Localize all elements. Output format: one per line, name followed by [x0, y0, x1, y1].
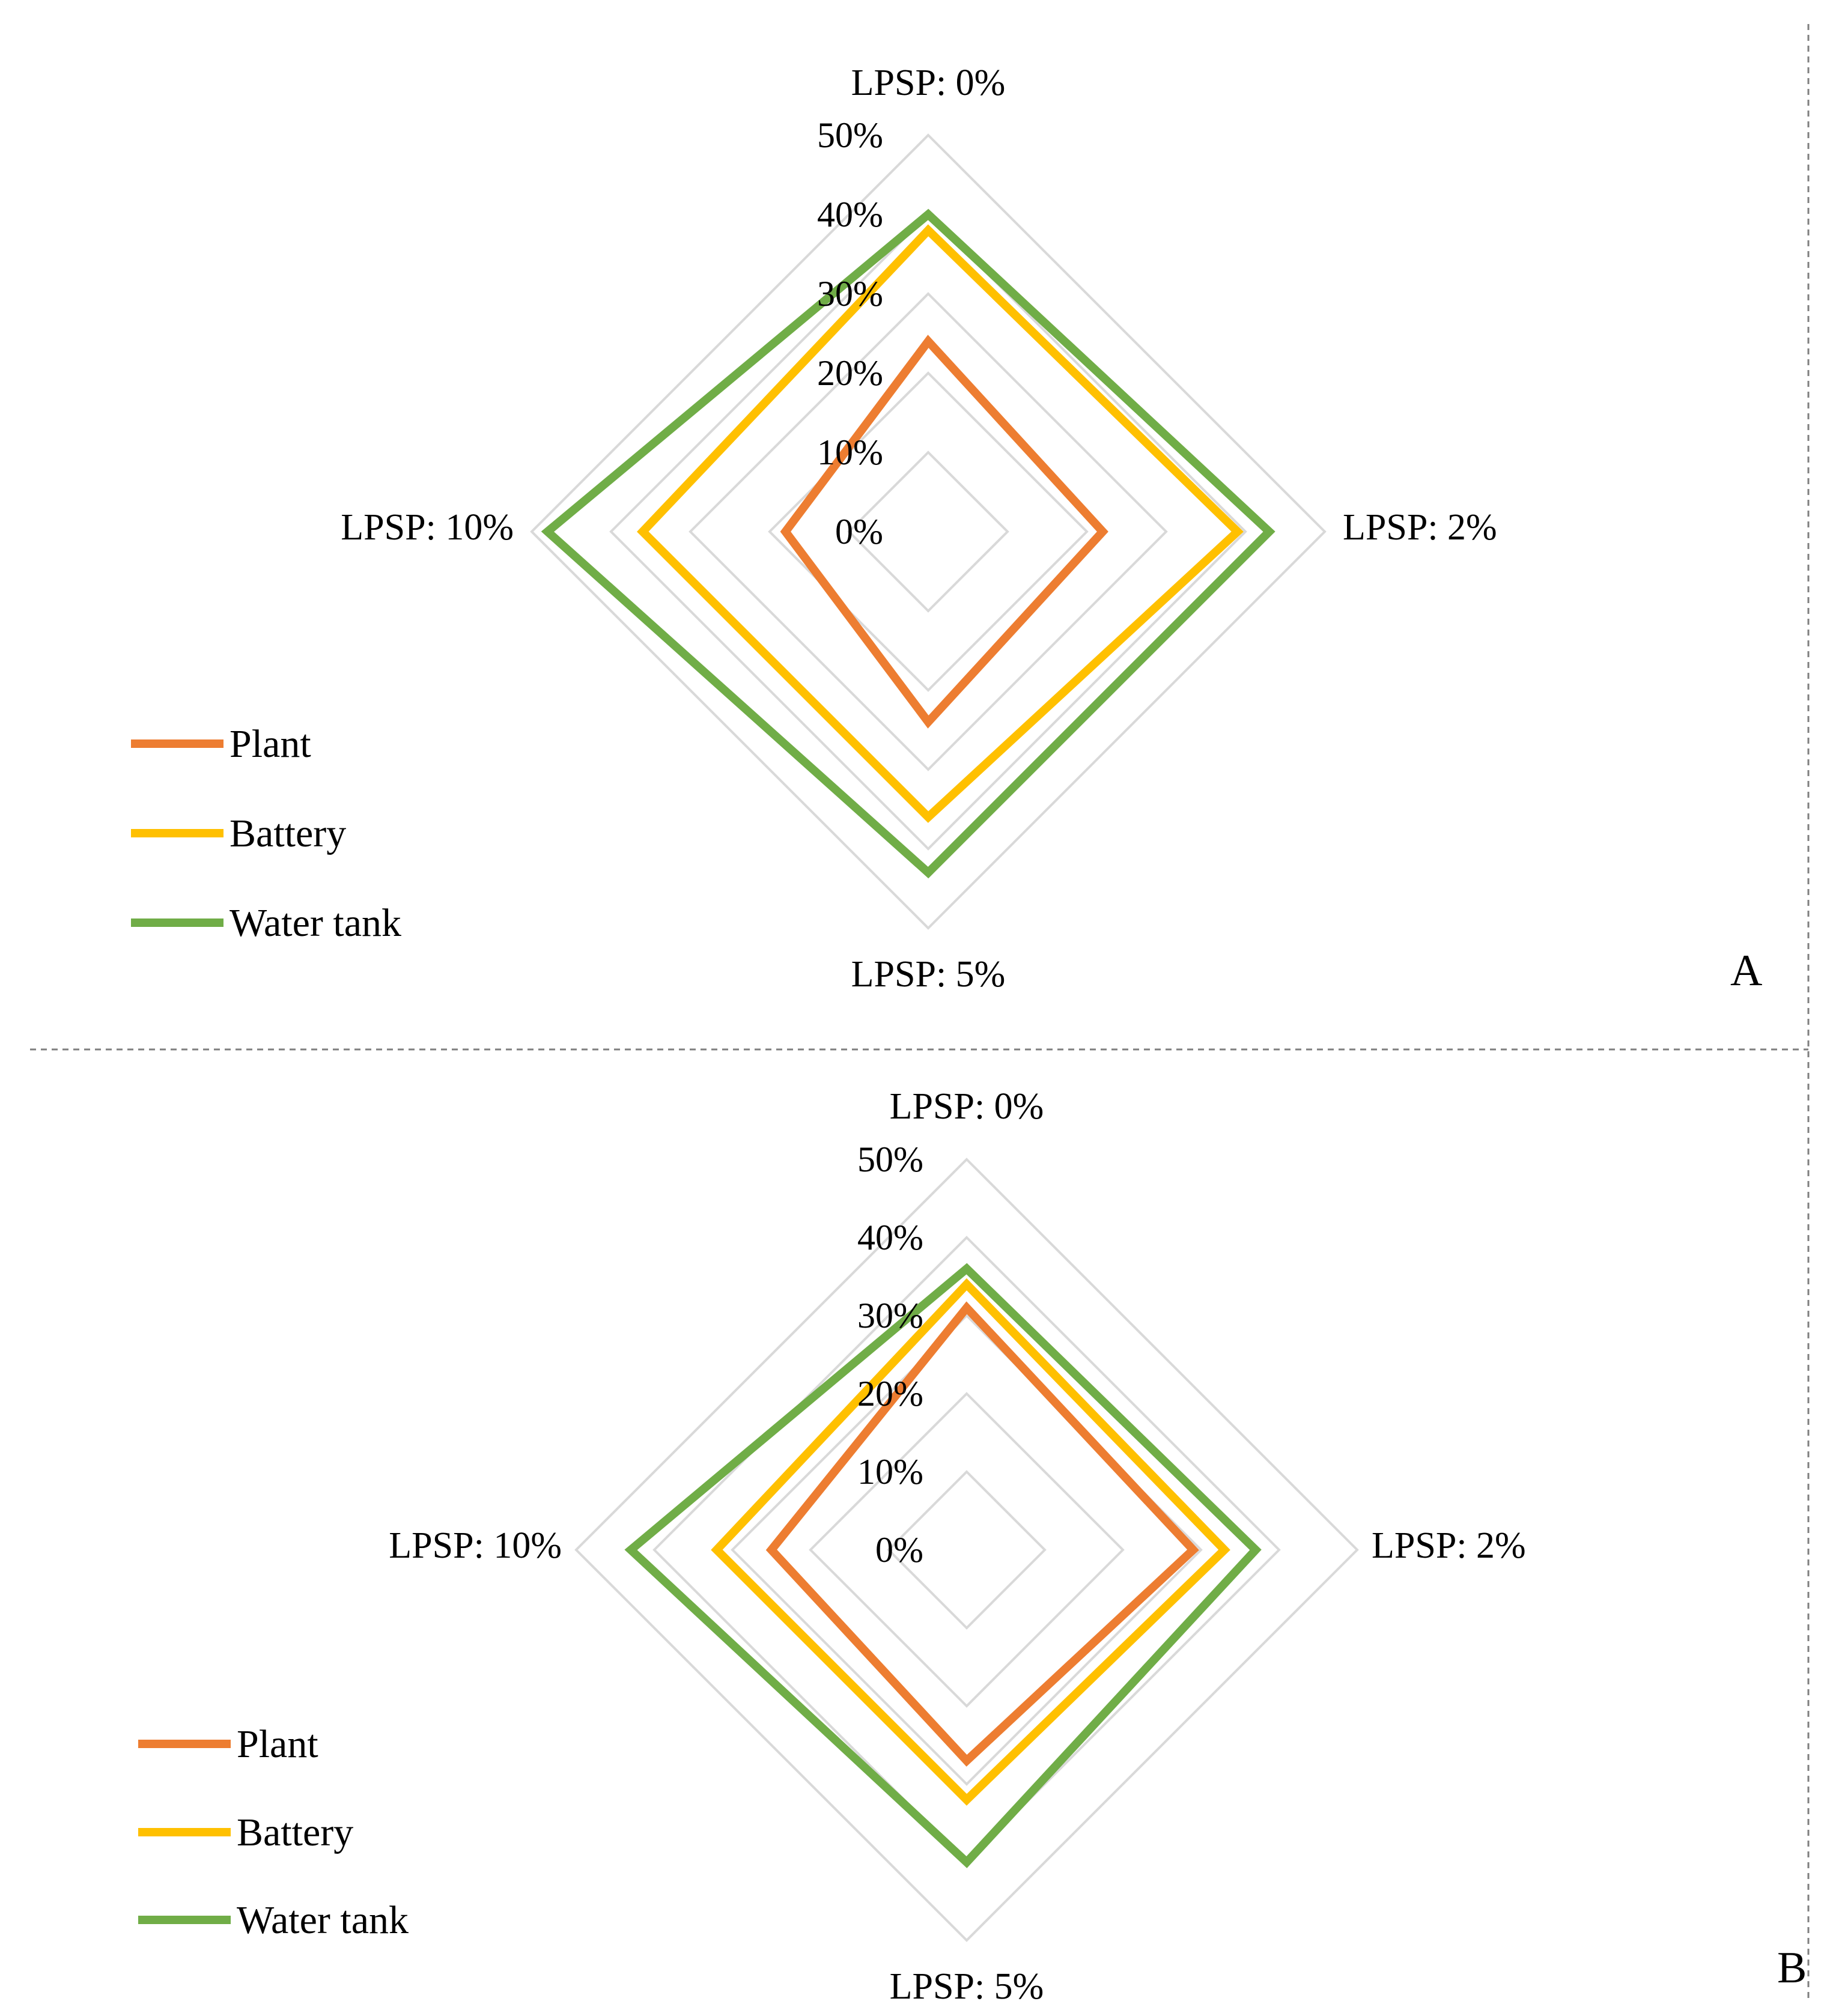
- panel-a-tick-label: 20%: [817, 353, 883, 393]
- panel-a-axis-label-lpsp-10: LPSP: 10%: [341, 507, 514, 548]
- panel-a-grid-ring: [768, 371, 1089, 692]
- panel-b-axis-label-lpsp-2: LPSP: 2%: [1372, 1525, 1526, 1566]
- panel-a-legend-label-battery: Battery: [230, 812, 346, 855]
- panel-b-legend-label-plant: Plant: [237, 1722, 318, 1766]
- panel-b-legend-label-water-tank: Water tank: [237, 1898, 409, 1942]
- panel-b-tick-label: 40%: [857, 1218, 923, 1257]
- panel-a-grid-ring: [847, 451, 1009, 613]
- panel-b-series-battery[interactable]: [711, 1278, 1230, 1806]
- panel-b-axis-label-lpsp-10: LPSP: 10%: [389, 1525, 562, 1566]
- panel-a-axis-labels: LPSP: 0% LPSP: 2% LPSP: 5% LPSP: 10%: [341, 62, 1497, 995]
- panel-b-grid: [574, 1158, 1359, 1942]
- panel-b-series-plant[interactable]: [765, 1301, 1199, 1767]
- panel-b-grid-ring: [574, 1158, 1359, 1942]
- panel-a-legend-label-water-tank: Water tank: [230, 901, 401, 945]
- panel-b-series-water-tank[interactable]: [624, 1263, 1262, 1868]
- panel-b-tick-label: 0%: [875, 1530, 923, 1570]
- panel-b-legend-label-battery: Battery: [237, 1811, 353, 1854]
- panel-b-ticks: 0% 10% 20% 30% 40% 50%: [857, 1140, 923, 1570]
- radar-chart-panel-a: 0% 10% 20% 30% 40% 50% LPSP: 0% LPSP: 2%…: [131, 62, 1762, 995]
- panel-a-series-battery[interactable]: [637, 224, 1244, 823]
- panel-a-grid: [530, 133, 1327, 930]
- panel-b-tick-label: 20%: [857, 1374, 923, 1413]
- panel-a-grid-ring: [689, 292, 1168, 771]
- panel-a-tick-label: 40%: [817, 195, 883, 234]
- panel-a-series: [541, 208, 1275, 879]
- panel-b-legend-item-battery[interactable]: Battery: [138, 1811, 353, 1854]
- panel-a-axis-label-lpsp-2: LPSP: 2%: [1343, 507, 1497, 548]
- panel-b-legend-item-water-tank[interactable]: Water tank: [138, 1898, 409, 1942]
- panel-b-series: [624, 1263, 1262, 1868]
- panel-a-legend-label-plant: Plant: [230, 722, 311, 766]
- panel-b-axis-labels: LPSP: 0% LPSP: 2% LPSP: 5% LPSP: 10%: [389, 1086, 1525, 2007]
- panel-b-tick-label: 50%: [857, 1140, 923, 1179]
- panel-b-legend-item-plant[interactable]: Plant: [138, 1722, 318, 1766]
- panel-a-ticks: 0% 10% 20% 30% 40% 50%: [817, 115, 883, 551]
- panel-a-axis-label-lpsp-0: LPSP: 0%: [851, 62, 1006, 103]
- panel-a-axis-label-lpsp-5: LPSP: 5%: [851, 954, 1006, 995]
- radar-chart-panel-b: 0% 10% 20% 30% 40% 50% LPSP: 0% LPSP: 2%…: [138, 1086, 1807, 2007]
- panel-a-tick-label: 30%: [817, 274, 883, 314]
- panel-b-grid-ring: [652, 1236, 1281, 1864]
- panel-b-grid-ring: [887, 1470, 1047, 1630]
- panel-a-series-water-tank[interactable]: [541, 208, 1275, 879]
- panel-a-legend: Plant Battery Water tank: [131, 722, 401, 945]
- panel-b-letter: B: [1777, 1943, 1807, 1993]
- panel-a-legend-item-water-tank[interactable]: Water tank: [131, 901, 401, 945]
- panel-a-grid-ring: [530, 133, 1327, 930]
- panel-b-axis-label-lpsp-5: LPSP: 5%: [890, 1966, 1044, 2007]
- panel-a-tick-label: 10%: [817, 433, 883, 472]
- panel-a-legend-item-battery[interactable]: Battery: [131, 812, 346, 855]
- panel-a-grid-ring: [609, 213, 1247, 851]
- panel-b-legend: Plant Battery Water tank: [138, 1722, 409, 1942]
- panel-b-axis-label-lpsp-0: LPSP: 0%: [890, 1086, 1044, 1127]
- panel-b-grid-ring: [809, 1392, 1125, 1708]
- panel-a-series-plant[interactable]: [780, 335, 1108, 729]
- panel-a-tick-label: 50%: [817, 115, 883, 155]
- panel-b-tick-label: 10%: [857, 1452, 923, 1492]
- panel-b-tick-label: 30%: [857, 1296, 923, 1335]
- panel-a-legend-item-plant[interactable]: Plant: [131, 722, 311, 766]
- panel-a-tick-label: 0%: [835, 512, 883, 551]
- panel-a-letter: A: [1730, 946, 1762, 995]
